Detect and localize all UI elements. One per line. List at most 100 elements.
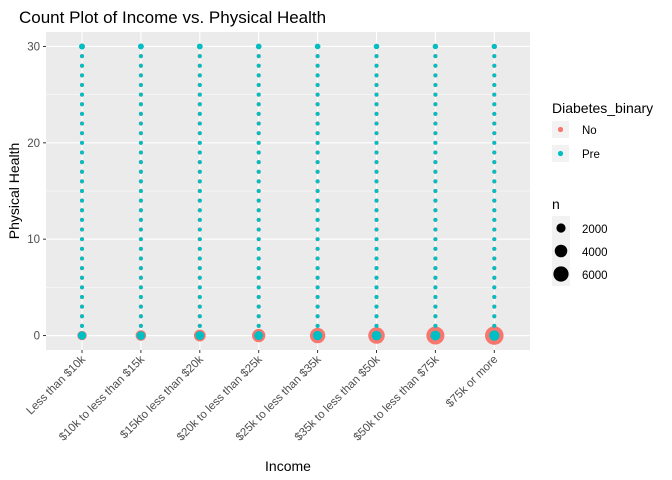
data-point-pre xyxy=(312,330,323,341)
data-point-pre xyxy=(374,54,379,59)
data-point-pre xyxy=(138,83,143,87)
data-point-pre xyxy=(315,150,320,155)
legend-size-2000 xyxy=(556,223,566,233)
data-point-pre xyxy=(315,237,320,242)
data-point-pre xyxy=(80,314,84,319)
data-point-pre xyxy=(492,295,497,299)
data-point-pre xyxy=(374,227,379,232)
data-point-pre xyxy=(80,275,84,280)
data-point-pre xyxy=(138,237,143,242)
data-point-pre xyxy=(315,266,320,271)
data-point-pre xyxy=(197,131,202,136)
data-point-pre xyxy=(197,111,202,116)
data-point-pre xyxy=(315,111,320,116)
data-point-pre xyxy=(256,150,261,155)
data-point-pre xyxy=(197,304,202,309)
data-point-pre xyxy=(138,121,143,126)
data-point-pre xyxy=(80,189,84,193)
data-point-pre xyxy=(433,227,438,232)
data-point-pre xyxy=(315,140,320,145)
data-point-pre xyxy=(138,140,143,145)
data-point-pre xyxy=(80,237,84,242)
data-point-pre xyxy=(80,150,84,155)
data-point-pre xyxy=(374,102,379,107)
data-point-pre xyxy=(197,179,202,184)
data-point-pre xyxy=(80,256,84,261)
data-point-pre xyxy=(315,198,320,203)
data-point-pre xyxy=(315,63,320,68)
data-point-pre xyxy=(315,54,320,59)
data-point-pre xyxy=(492,160,497,165)
data-point-pre xyxy=(433,131,438,136)
data-point-pre xyxy=(80,179,84,184)
data-point-pre xyxy=(315,304,320,309)
data-point-pre xyxy=(80,304,84,309)
data-point-pre xyxy=(80,140,84,145)
data-point-pre xyxy=(256,169,261,174)
y-tick-label: 30 xyxy=(27,41,40,53)
data-point-pre xyxy=(80,208,84,213)
legend-size-label-6000: 6000 xyxy=(582,270,608,282)
data-point-pre xyxy=(374,111,379,116)
data-point-pre xyxy=(492,140,497,145)
data-point-pre xyxy=(197,189,202,193)
data-point-pre xyxy=(196,43,203,50)
data-point-pre xyxy=(374,92,379,97)
data-point-pre xyxy=(80,160,84,165)
data-point-pre xyxy=(492,314,497,319)
data-point-pre xyxy=(138,169,143,174)
data-point-pre xyxy=(197,256,202,261)
legend-size-label-2000: 2000 xyxy=(582,224,608,236)
data-point-pre xyxy=(256,227,261,232)
data-point-pre xyxy=(138,150,143,155)
data-point-pre xyxy=(315,169,320,174)
data-point-pre xyxy=(433,83,438,87)
data-point-pre xyxy=(138,111,143,116)
data-point-pre xyxy=(492,102,497,107)
legend-key-pre xyxy=(557,150,564,157)
data-point-pre xyxy=(195,331,205,340)
data-point-pre xyxy=(80,92,84,97)
data-point-pre xyxy=(80,73,84,78)
data-point-pre xyxy=(492,198,497,203)
data-point-pre xyxy=(492,323,497,328)
data-point-pre xyxy=(433,121,438,126)
data-point-pre xyxy=(315,323,320,328)
data-point-pre xyxy=(138,54,143,59)
data-point-pre xyxy=(138,131,143,136)
data-point-pre xyxy=(138,189,143,193)
data-point-pre xyxy=(433,198,438,203)
data-point-pre xyxy=(256,63,261,68)
data-point-pre xyxy=(374,285,379,290)
data-point-pre xyxy=(197,102,202,107)
data-point-pre xyxy=(256,111,261,116)
data-point-pre xyxy=(433,111,438,116)
data-point-pre xyxy=(492,256,497,261)
x-tick-label: Less than $10k xyxy=(24,353,88,417)
data-point-pre xyxy=(197,285,202,290)
data-point-pre xyxy=(374,169,379,174)
data-point-pre xyxy=(433,314,438,319)
x-tick-label: $75k or more xyxy=(444,354,500,410)
data-point-pre xyxy=(315,275,320,280)
legend-color-title: Diabetes_binary xyxy=(552,100,653,116)
data-point-pre xyxy=(197,275,202,280)
data-point-pre xyxy=(256,189,261,193)
data-point-pre xyxy=(80,295,84,299)
data-point-pre xyxy=(138,92,143,97)
data-point-pre xyxy=(138,304,143,309)
data-point-pre xyxy=(80,246,84,251)
data-point-pre xyxy=(136,331,146,340)
data-point-pre xyxy=(374,131,379,136)
legend-key-no xyxy=(557,126,564,133)
data-point-pre xyxy=(433,208,438,213)
legend-label-pre: Pre xyxy=(582,149,600,161)
data-point-pre xyxy=(374,237,379,242)
data-point-pre xyxy=(374,121,379,126)
data-point-pre xyxy=(256,73,261,78)
y-tick-label: 20 xyxy=(27,138,40,150)
y-tick-label: 0 xyxy=(34,331,40,343)
data-point-pre xyxy=(137,43,144,50)
data-point-pre xyxy=(138,266,143,271)
